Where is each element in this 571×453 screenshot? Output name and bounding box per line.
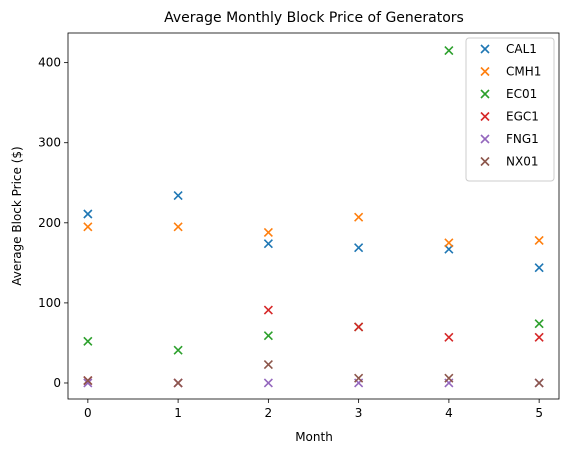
- data-point: [444, 332, 454, 342]
- plot-area: [67, 32, 560, 400]
- data-point: [173, 222, 183, 232]
- chart-title: Average Monthly Block Price of Generator…: [164, 10, 464, 26]
- data-point: [263, 378, 273, 388]
- legend-label: CAL1: [506, 42, 537, 56]
- data-point: [83, 378, 93, 388]
- legend-marker: [480, 66, 490, 77]
- legend-label: NX01: [506, 155, 538, 169]
- x-tick-label: 0: [84, 406, 92, 420]
- data-point: [263, 227, 273, 237]
- legend-marker: [480, 44, 490, 54]
- data-point: [354, 322, 364, 332]
- data-point: [263, 239, 273, 249]
- data-point: [534, 378, 544, 388]
- legend-marker: [480, 156, 490, 167]
- data-point: [354, 243, 364, 253]
- y-axis-label: Average Block Price ($): [10, 146, 24, 285]
- x-axis-ticks: 0 1 2 3 4 5: [84, 399, 543, 420]
- legend-label: EGC1: [506, 110, 539, 124]
- data-point: [173, 378, 183, 388]
- data-point: [263, 305, 273, 315]
- data-point: [263, 331, 273, 341]
- x-tick-label: 1: [174, 406, 182, 420]
- data-point: [534, 235, 544, 245]
- data-point: [173, 345, 183, 355]
- data-point: [354, 212, 364, 222]
- x-tick-label: 2: [265, 406, 273, 420]
- data-point: [534, 332, 544, 342]
- y-tick-label: 100: [38, 296, 61, 310]
- data-point: [534, 263, 544, 273]
- data-point: [444, 238, 454, 248]
- legend-marker: [480, 111, 490, 122]
- y-tick-label: 400: [38, 56, 61, 70]
- data-point: [83, 376, 93, 386]
- data-point: [534, 319, 544, 329]
- data-point: [444, 46, 454, 56]
- x-tick-label: 4: [445, 406, 453, 420]
- y-tick-label: 300: [38, 136, 61, 150]
- legend-label: FNG1: [506, 132, 539, 146]
- legend-label: EC01: [506, 87, 537, 101]
- legend-marker: [480, 89, 490, 99]
- data-point: [173, 191, 183, 201]
- data-point: [354, 373, 364, 383]
- legend-marker: [480, 134, 490, 144]
- y-tick-label: 200: [38, 216, 61, 230]
- x-tick-label: 5: [535, 406, 543, 420]
- data-point: [263, 359, 273, 370]
- x-tick-label: 3: [355, 406, 363, 420]
- data-point: [83, 336, 93, 346]
- y-tick-label: 0: [53, 376, 61, 390]
- legend-label: CMH1: [506, 65, 541, 79]
- data-point: [444, 373, 454, 383]
- plot-frame: [67, 32, 560, 400]
- data-point: [83, 209, 93, 219]
- x-axis-label: Month: [295, 430, 333, 444]
- y-axis-ticks: 0 100 200 300 400: [38, 56, 68, 390]
- data-markers: [83, 46, 544, 388]
- data-point: [83, 222, 93, 232]
- legend: CAL1 CMH1 EC01 EGC1 FNG1 NX01: [465, 37, 555, 182]
